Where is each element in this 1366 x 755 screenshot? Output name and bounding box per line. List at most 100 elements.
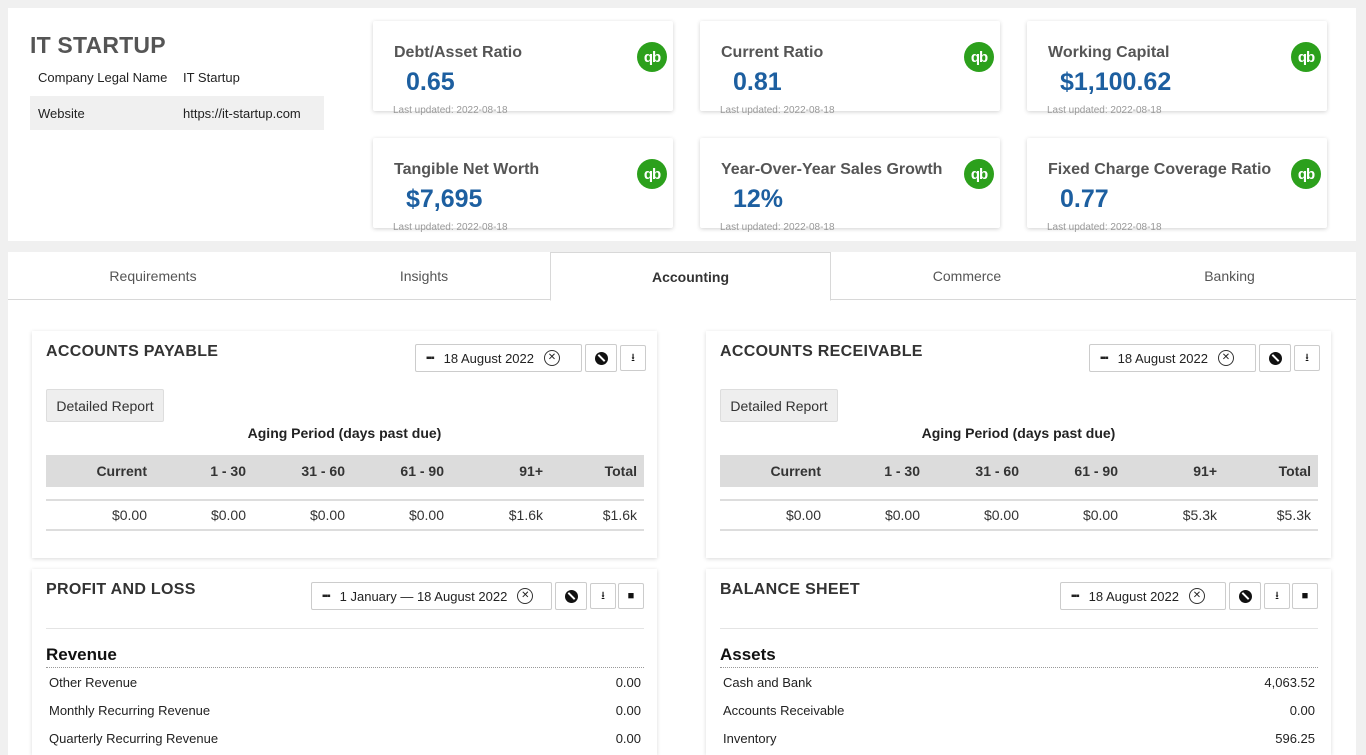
divider (46, 628, 644, 629)
section-heading: Revenue (46, 645, 644, 668)
clear-icon[interactable]: ✕ (1189, 588, 1205, 604)
list-item: Quarterly Recurring Revenue 0.00 (46, 724, 644, 752)
col-header: 31 - 60 (975, 463, 1019, 479)
aging-title: Aging Period (days past due) (247, 425, 442, 441)
date-value: 1 January — 18 August 2022 (339, 588, 508, 604)
detailed-report-button[interactable]: Detailed Report (720, 389, 838, 422)
date-picker[interactable]: ▪▪▪ 18 August 2022 ✕ (1060, 582, 1226, 610)
quickbooks-icon: qb (1291, 42, 1321, 72)
company-header-panel: IT STARTUP Company Legal Name IT Startup… (8, 8, 1356, 241)
col-header: Current (96, 463, 147, 479)
table-cell: $5.3k (1276, 507, 1311, 523)
accounts-payable-card: ACCOUNTS PAYABLE ▪▪▪ 18 August 2022 ✕ ⭳ … (32, 331, 657, 558)
metric-value: $7,695 (406, 185, 483, 213)
camera-icon: ■ (627, 590, 635, 602)
calendar-icon: ▪▪▪ (322, 590, 331, 602)
calendar-icon: ▪▪▪ (1100, 352, 1109, 364)
calendar-icon: ▪▪▪ (426, 352, 435, 364)
col-header: 31 - 60 (301, 463, 345, 479)
line-label: Inventory (723, 730, 777, 746)
download-icon: ⭳ (631, 351, 635, 364)
col-header: 91+ (1193, 463, 1217, 479)
metric-updated: Last updated: 2022-08-18 (1047, 222, 1162, 233)
date-range-picker[interactable]: ▪▪▪ 1 January — 18 August 2022 ✕ (311, 582, 552, 610)
list-item: Accounts Receivable 0.00 (720, 696, 1318, 724)
tab-commerce[interactable]: Commerce (932, 268, 1002, 284)
line-label: Other Revenue (49, 674, 138, 690)
metric-value: 0.65 (406, 68, 455, 96)
line-value: 0.00 (615, 730, 641, 746)
tab-banking[interactable]: Banking (1204, 268, 1255, 284)
metric-updated: Last updated: 2022-08-18 (393, 105, 508, 116)
date-value: 18 August 2022 (443, 350, 534, 366)
download-icon: ⭳ (601, 589, 605, 602)
quickbooks-icon: qb (637, 159, 667, 189)
col-header: Total (604, 463, 637, 479)
tab-accounting[interactable]: Accounting (550, 252, 831, 301)
aging-header-row: Current 1 - 30 31 - 60 61 - 90 91+ Total (720, 455, 1318, 487)
block-icon (1268, 351, 1282, 365)
section-heading: Assets (720, 645, 1318, 668)
tab-insights[interactable]: Insights (399, 268, 449, 284)
metric-label: Fixed Charge Coverage Ratio (1048, 161, 1272, 178)
date-picker[interactable]: ▪▪▪ 18 August 2022 ✕ (1089, 344, 1256, 372)
line-label: Cash and Bank (723, 674, 812, 690)
download-button[interactable]: ⭳ (590, 583, 616, 609)
metric-card-tangible-net-worth: Tangible Net Worth $7,695 Last updated: … (373, 138, 673, 233)
metric-value: 0.81 (733, 68, 782, 96)
table-cell: $5.3k (1182, 507, 1217, 523)
table-row: $0.00 $0.00 $0.00 $0.00 $1.6k $1.6k (46, 499, 644, 531)
block-button[interactable] (555, 582, 587, 610)
line-value: 0.00 (615, 674, 641, 690)
metric-label: Tangible Net Worth (394, 161, 540, 178)
metric-updated: Last updated: 2022-08-18 (720, 105, 835, 116)
block-button[interactable] (1229, 582, 1261, 610)
clear-icon[interactable]: ✕ (517, 588, 534, 604)
aging-header-row: Current 1 - 30 31 - 60 61 - 90 91+ Total (46, 455, 644, 487)
col-header: Total (1278, 463, 1311, 479)
tab-bar: Requirements Insights Accounting Commerc… (8, 252, 1356, 301)
block-button[interactable] (1259, 344, 1291, 372)
line-value: 596.25 (1275, 730, 1315, 746)
detailed-report-button[interactable]: Detailed Report (46, 389, 164, 422)
info-row-website: Website https://it-startup.com (30, 96, 324, 130)
metric-value: $1,100.62 (1060, 68, 1172, 96)
download-button[interactable]: ⭳ (1264, 583, 1290, 609)
block-icon (594, 351, 608, 365)
aging-title: Aging Period (days past due) (921, 425, 1116, 441)
download-button[interactable]: ⭳ (620, 345, 646, 371)
table-cell: $1.6k (508, 507, 543, 523)
list-item: Monthly Recurring Revenue 0.00 (46, 696, 644, 724)
date-picker[interactable]: ▪▪▪ 18 August 2022 ✕ (415, 344, 582, 372)
snapshot-button[interactable]: ■ (618, 583, 644, 609)
table-cell: $0.00 (309, 507, 345, 523)
website-link[interactable]: https://it-startup.com (183, 105, 301, 121)
tab-requirements[interactable]: Requirements (109, 268, 197, 284)
line-value: 0.00 (615, 702, 641, 718)
block-button[interactable] (585, 344, 617, 372)
snapshot-button[interactable]: ■ (1292, 583, 1318, 609)
info-key: Company Legal Name (38, 69, 168, 85)
col-header: 1 - 30 (210, 463, 246, 479)
line-label: Accounts Receivable (723, 702, 845, 718)
table-cell: $0.00 (1082, 507, 1118, 523)
line-label: Quarterly Recurring Revenue (49, 730, 219, 746)
download-icon: ⭳ (1305, 351, 1309, 364)
col-header: 61 - 90 (400, 463, 444, 479)
metric-card-debt-asset: Debt/Asset Ratio 0.65 Last updated: 2022… (373, 21, 673, 116)
clear-icon[interactable]: ✕ (544, 350, 560, 366)
line-value: 0.00 (1289, 702, 1315, 718)
table-row: $0.00 $0.00 $0.00 $0.00 $5.3k $5.3k (720, 499, 1318, 531)
info-key: Website (38, 105, 85, 121)
metric-updated: Last updated: 2022-08-18 (1047, 105, 1162, 116)
download-button[interactable]: ⭳ (1294, 345, 1320, 371)
metric-card-fixed-charge-coverage: Fixed Charge Coverage Ratio 0.77 Last up… (1027, 138, 1327, 233)
table-cell: $0.00 (111, 507, 147, 523)
block-icon (564, 589, 578, 603)
metric-card-yoy-sales-growth: Year-Over-Year Sales Growth 12% Last upd… (700, 138, 1000, 233)
table-cell: $0.00 (408, 507, 444, 523)
metric-label: Year-Over-Year Sales Growth (721, 161, 943, 178)
clear-icon[interactable]: ✕ (1218, 350, 1234, 366)
date-value: 18 August 2022 (1088, 588, 1179, 604)
col-header: Current (770, 463, 821, 479)
